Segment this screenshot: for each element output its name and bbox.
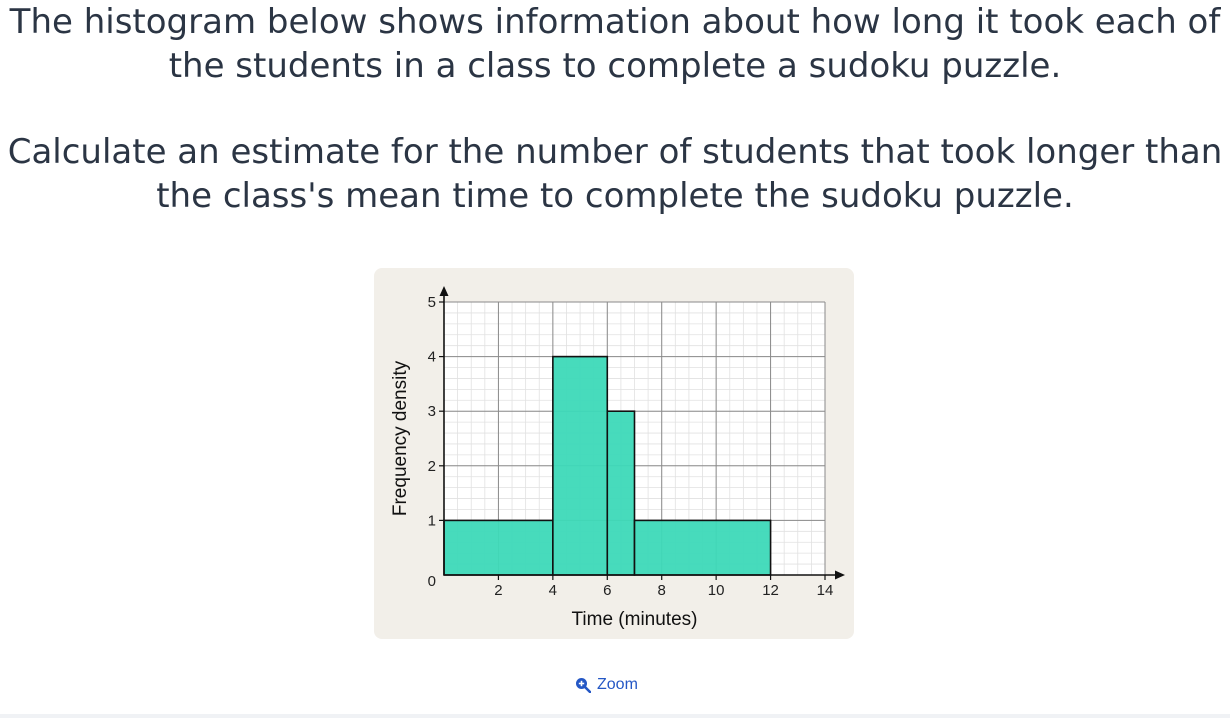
question-text-2: Calculate an estimate for the number of … xyxy=(7,132,1223,216)
zoom-in-icon xyxy=(576,678,591,693)
y-tick-label: 1 xyxy=(428,512,436,529)
x-tick-label: 4 xyxy=(549,582,557,599)
histogram-bar-1 xyxy=(443,519,554,576)
y-tick-label: 3 xyxy=(428,403,436,420)
x-tick-label: 2 xyxy=(494,582,502,599)
x-axis-arrow xyxy=(835,570,845,580)
histogram-bar-3 xyxy=(606,410,636,576)
histogram-bar-2 xyxy=(552,355,609,576)
histogram-bars xyxy=(443,355,772,576)
x-axis-title: Time (minutes) xyxy=(572,609,698,630)
y-tick-label: 2 xyxy=(428,458,436,475)
x-tick-label: 14 xyxy=(817,582,834,599)
y-tick-label: 5 xyxy=(428,294,436,311)
histogram-card: 2 4 6 8 10 12 14 1 2 3 4 5 0 Time (minutes) Frequenc… xyxy=(374,268,854,639)
y-axis-arrow xyxy=(439,286,449,296)
y-axis-title: Frequency density xyxy=(390,360,411,516)
question-text-1: The histogram below shows information ab… xyxy=(9,2,1221,86)
x-tick-label: 8 xyxy=(658,582,666,599)
x-tick-label: 6 xyxy=(603,582,611,599)
axes xyxy=(439,286,845,580)
histogram-bar-4 xyxy=(633,519,772,576)
x-tick-label: 12 xyxy=(762,582,779,599)
y-tick-label: 4 xyxy=(428,349,436,366)
zoom-label: Zoom xyxy=(597,676,638,693)
footer-divider xyxy=(0,714,1230,718)
x-tick-label: 10 xyxy=(708,582,725,599)
zoom-button[interactable]: Zoom xyxy=(575,676,638,694)
origin-label: 0 xyxy=(428,573,436,590)
